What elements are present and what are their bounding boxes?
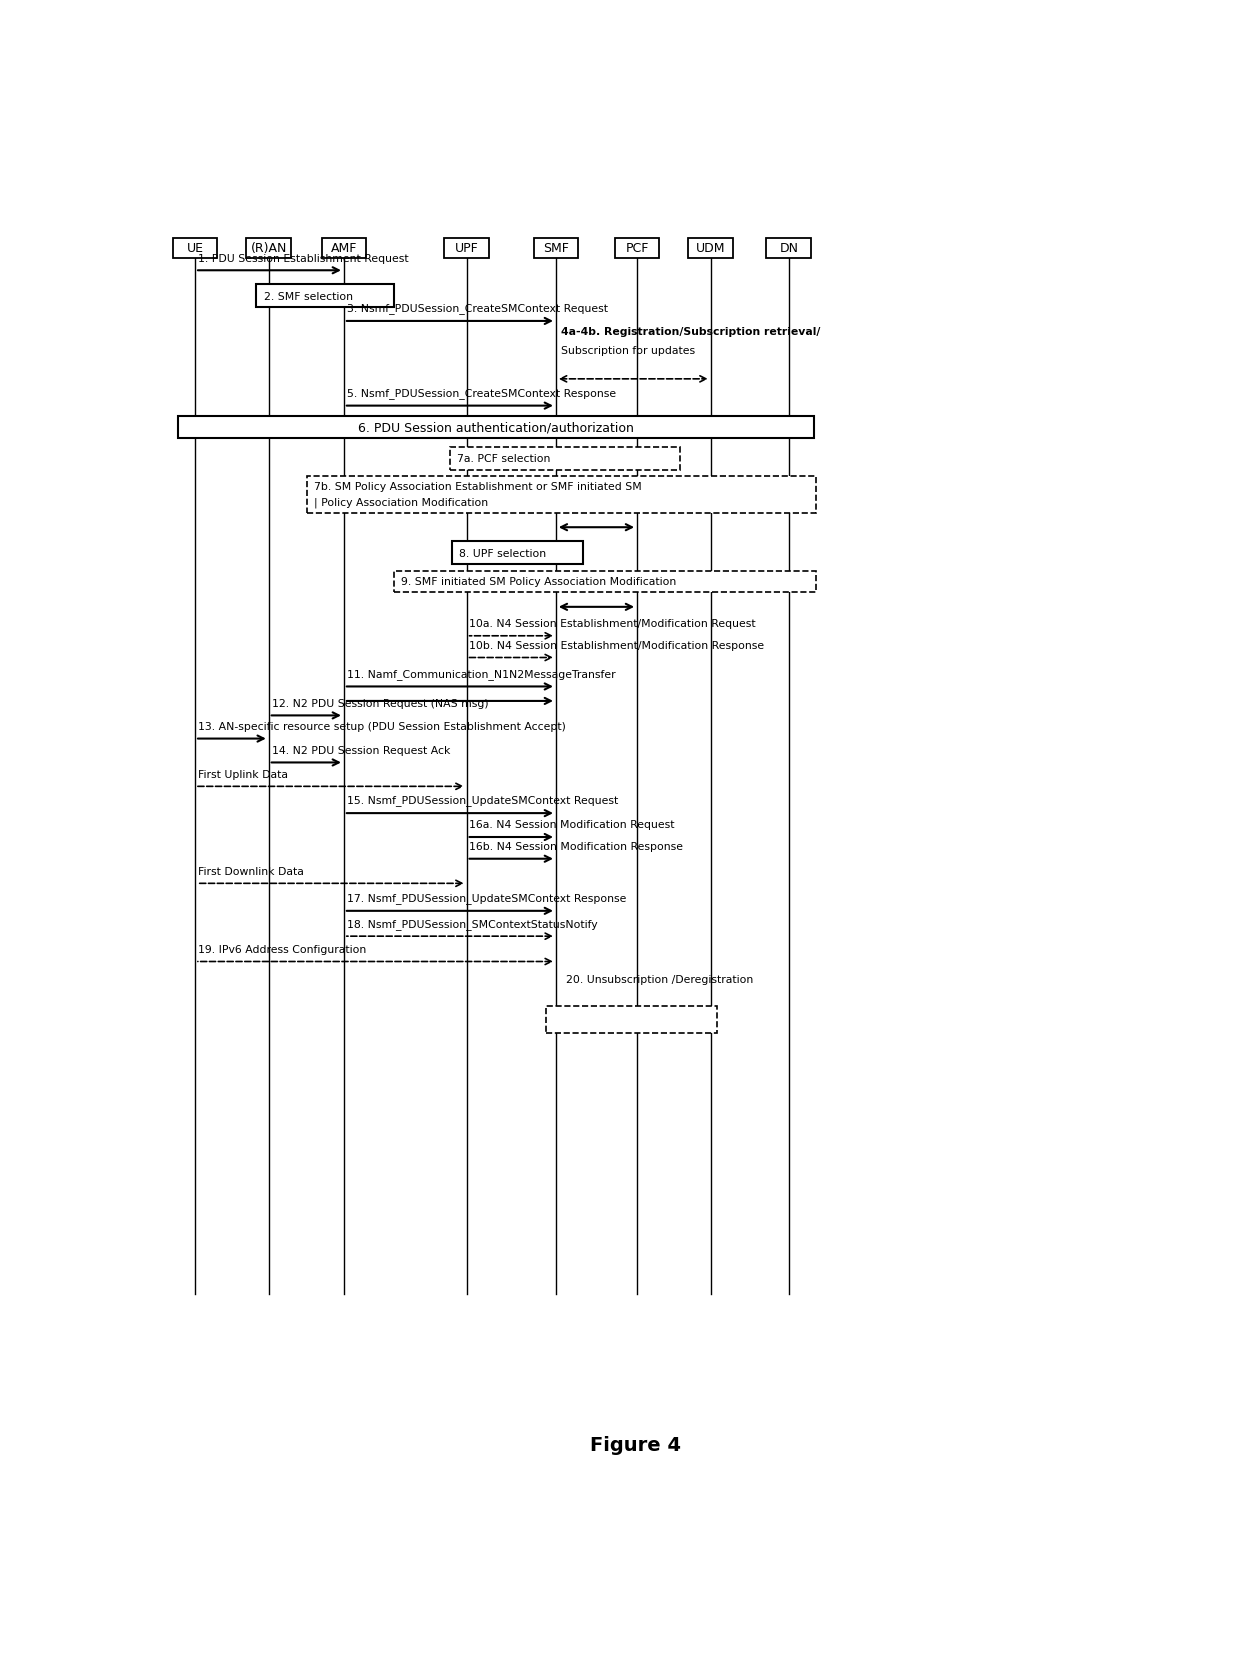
Text: 7b. SM Policy Association Establishment or SMF initiated SM: 7b. SM Policy Association Establishment … bbox=[315, 482, 642, 492]
Text: DN: DN bbox=[779, 242, 799, 255]
Text: 20. Unsubscription /Deregistration: 20. Unsubscription /Deregistration bbox=[565, 975, 753, 985]
Text: | Policy Association Modification: | Policy Association Modification bbox=[315, 496, 489, 508]
Text: AMF: AMF bbox=[331, 242, 357, 255]
Text: 9. SMF initiated SM Policy Association Modification: 9. SMF initiated SM Policy Association M… bbox=[402, 576, 677, 586]
Bar bbox=[451, 541, 583, 564]
Text: 4a-4b. Registration/Subscription retrieval/: 4a-4b. Registration/Subscription retriev… bbox=[560, 328, 820, 338]
Bar bbox=[321, 238, 366, 258]
Bar bbox=[615, 238, 660, 258]
Text: 19. IPv6 Address Configuration: 19. IPv6 Address Configuration bbox=[198, 945, 366, 955]
Bar bbox=[394, 571, 816, 592]
Bar bbox=[255, 285, 394, 308]
Text: 3. Nsmf_PDUSession_CreateSMContext Request: 3. Nsmf_PDUSession_CreateSMContext Reque… bbox=[347, 303, 608, 314]
Text: SMF: SMF bbox=[543, 242, 569, 255]
Bar bbox=[179, 417, 813, 439]
Text: 17. Nsmf_PDUSession_UpdateSMContext Response: 17. Nsmf_PDUSession_UpdateSMContext Resp… bbox=[347, 892, 626, 904]
Text: 18. Nsmf_PDUSession_SMContextStatusNotify: 18. Nsmf_PDUSession_SMContextStatusNotif… bbox=[347, 919, 598, 928]
Text: UDM: UDM bbox=[696, 242, 725, 255]
Bar bbox=[688, 238, 733, 258]
Bar bbox=[444, 238, 489, 258]
Text: (R)AN: (R)AN bbox=[250, 242, 286, 255]
Text: 14. N2 PDU Session Request Ack: 14. N2 PDU Session Request Ack bbox=[272, 745, 450, 755]
Text: 5. Nsmf_PDUSession_CreateSMContext Response: 5. Nsmf_PDUSession_CreateSMContext Respo… bbox=[347, 387, 616, 399]
Bar bbox=[172, 238, 217, 258]
Text: 10a. N4 Session Establishment/Modification Request: 10a. N4 Session Establishment/Modificati… bbox=[470, 619, 756, 629]
Text: 2. SMF selection: 2. SMF selection bbox=[264, 291, 352, 301]
Text: 16b. N4 Session Modification Response: 16b. N4 Session Modification Response bbox=[470, 841, 683, 852]
Text: UE: UE bbox=[186, 242, 203, 255]
Text: UPF: UPF bbox=[455, 242, 479, 255]
Text: 7a. PCF selection: 7a. PCF selection bbox=[458, 453, 551, 463]
Text: First Downlink Data: First Downlink Data bbox=[198, 866, 304, 875]
Text: 13. AN-specific resource setup (PDU Session Establishment Accept): 13. AN-specific resource setup (PDU Sess… bbox=[198, 722, 565, 732]
Text: 8. UPF selection: 8. UPF selection bbox=[459, 548, 547, 558]
Bar bbox=[449, 447, 680, 470]
Bar bbox=[306, 477, 816, 515]
Text: First Uplink Data: First Uplink Data bbox=[198, 770, 288, 780]
Text: 1. PDU Session Establishment Request: 1. PDU Session Establishment Request bbox=[198, 253, 408, 263]
Text: Figure 4: Figure 4 bbox=[590, 1435, 681, 1453]
Text: PCF: PCF bbox=[625, 242, 649, 255]
Bar bbox=[247, 238, 291, 258]
Text: 10b. N4 Session Establishment/Modification Response: 10b. N4 Session Establishment/Modificati… bbox=[470, 640, 765, 650]
Text: 6. PDU Session authentication/authorization: 6. PDU Session authentication/authorizat… bbox=[358, 422, 634, 435]
Text: 11. Namf_Communication_N1N2MessageTransfer: 11. Namf_Communication_N1N2MessageTransf… bbox=[347, 669, 615, 680]
Text: 16a. N4 Session Modification Request: 16a. N4 Session Modification Request bbox=[470, 819, 675, 829]
Bar bbox=[546, 1006, 717, 1033]
Bar bbox=[533, 238, 578, 258]
Text: 15. Nsmf_PDUSession_UpdateSMContext Request: 15. Nsmf_PDUSession_UpdateSMContext Requ… bbox=[347, 794, 618, 806]
Text: 12. N2 PDU Session Request (NAS msg): 12. N2 PDU Session Request (NAS msg) bbox=[272, 698, 489, 708]
Bar bbox=[766, 238, 811, 258]
Text: Subscription for updates: Subscription for updates bbox=[560, 346, 694, 356]
